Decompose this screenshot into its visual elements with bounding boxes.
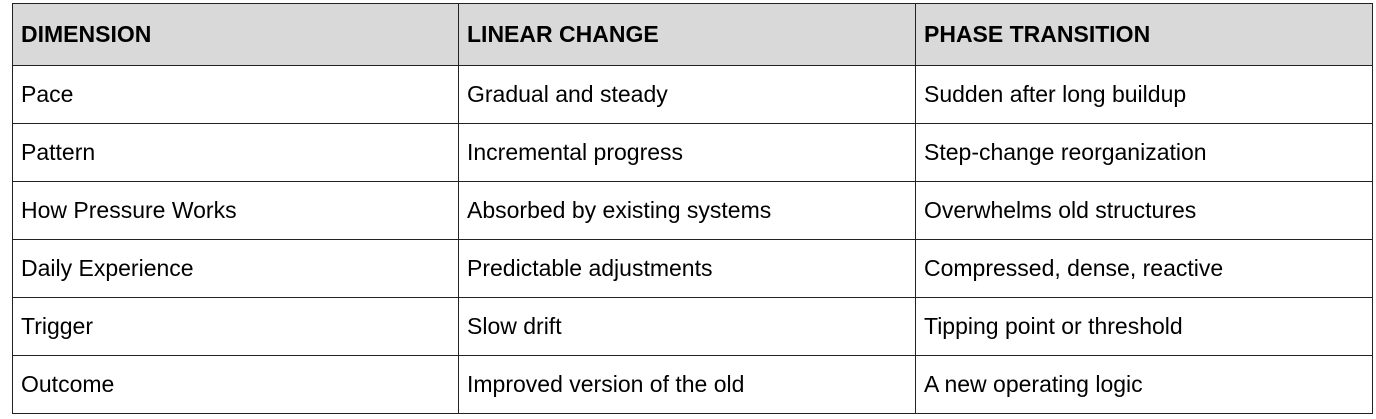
table-row: How Pressure Works Absorbed by existing … [12, 181, 1373, 240]
cell-phase: Compressed, dense, reactive [915, 239, 1373, 298]
cell-dimension: Daily Experience [12, 239, 459, 298]
cell-linear: Slow drift [458, 297, 916, 356]
cell-phase: A new operating logic [915, 355, 1373, 414]
table-row: Pace Gradual and steady Sudden after lon… [12, 65, 1373, 124]
cell-phase: Tipping point or threshold [915, 297, 1373, 356]
cell-linear: Gradual and steady [458, 65, 916, 124]
cell-phase: Step-change reorganization [915, 123, 1373, 182]
cell-phase: Overwhelms old structures [915, 181, 1373, 240]
cell-linear: Improved version of the old [458, 355, 916, 414]
cell-linear: Incremental progress [458, 123, 916, 182]
cell-dimension: Trigger [12, 297, 459, 356]
cell-linear: Predictable adjustments [458, 239, 916, 298]
cell-dimension: Pattern [12, 123, 459, 182]
header-row: DIMENSION LINEAR CHANGE PHASE TRANSITION [12, 3, 1373, 66]
header-dimension: DIMENSION [12, 3, 459, 66]
table-row: Daily Experience Predictable adjustments… [12, 239, 1373, 298]
comparison-table: DIMENSION LINEAR CHANGE PHASE TRANSITION… [12, 3, 1373, 414]
cell-phase: Sudden after long buildup [915, 65, 1373, 124]
table-row: Pattern Incremental progress Step-change… [12, 123, 1373, 182]
table-row: Trigger Slow drift Tipping point or thre… [12, 297, 1373, 356]
header-linear-change: LINEAR CHANGE [458, 3, 916, 66]
cell-dimension: Pace [12, 65, 459, 124]
table-row: Outcome Improved version of the old A ne… [12, 355, 1373, 414]
cell-dimension: How Pressure Works [12, 181, 459, 240]
header-phase-transition: PHASE TRANSITION [915, 3, 1373, 66]
cell-dimension: Outcome [12, 355, 459, 414]
cell-linear: Absorbed by existing systems [458, 181, 916, 240]
